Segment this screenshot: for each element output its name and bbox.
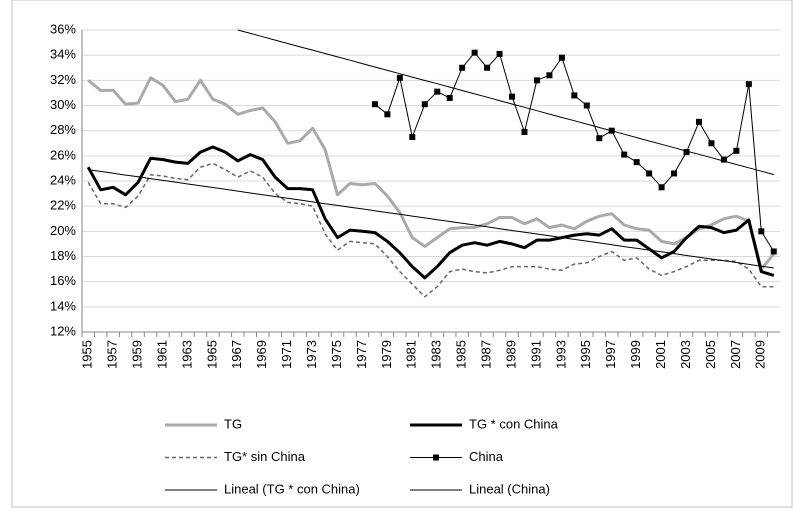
series-line	[87, 76, 775, 271]
point-marker	[533, 77, 540, 84]
legend-label: TG* sin China	[224, 449, 306, 464]
x-tick-label: 1957	[105, 340, 120, 369]
series-line	[237, 29, 774, 176]
point-marker	[471, 49, 478, 56]
point-marker	[446, 94, 453, 101]
point-marker	[496, 50, 503, 57]
y-tick-label: 30%	[50, 97, 76, 112]
chart-frame	[11, 0, 793, 508]
x-tick-label: 1997	[603, 340, 618, 369]
point-marker	[583, 102, 590, 109]
x-tick-label: 1961	[154, 340, 169, 369]
x-tick-label: 1973	[304, 340, 319, 369]
x-tick-label: 1979	[379, 340, 394, 369]
x-tick-label: 1991	[528, 340, 543, 369]
x-tick-label: 1955	[80, 340, 95, 369]
y-tick-label: 36%	[50, 21, 76, 36]
point-marker	[733, 147, 740, 154]
y-tick-label: 34%	[50, 47, 76, 62]
series-line	[374, 52, 775, 252]
y-tick-label: 18%	[50, 248, 76, 263]
legend-label: TG	[224, 416, 242, 431]
x-tick-label: 1971	[279, 340, 294, 369]
x-tick-label: 1987	[479, 340, 494, 369]
point-marker	[646, 170, 653, 177]
x-tick-label: 1993	[553, 340, 568, 369]
x-tick-label: 1999	[628, 340, 643, 369]
x-tick-label: 1985	[454, 340, 469, 369]
point-marker	[695, 118, 702, 125]
point-marker	[459, 64, 466, 71]
point-marker	[558, 54, 565, 61]
point-marker	[683, 149, 690, 156]
point-marker	[384, 111, 391, 118]
x-tick-label: 1975	[329, 340, 344, 369]
point-marker	[571, 92, 578, 99]
y-tick-label: 20%	[50, 223, 76, 238]
legend-label: Lineal (China)	[469, 481, 550, 496]
point-marker	[409, 133, 416, 140]
x-tick-label: 1959	[130, 340, 145, 369]
x-tick-label: 1963	[179, 340, 194, 369]
point-marker	[658, 184, 665, 191]
point-marker	[396, 74, 403, 81]
point-marker	[371, 101, 378, 108]
point-marker	[509, 93, 516, 100]
point-marker	[421, 101, 428, 108]
point-marker	[745, 81, 752, 88]
y-tick-label: 16%	[50, 273, 76, 288]
x-tick-label: 2009	[753, 340, 768, 369]
point-marker	[596, 135, 603, 142]
point-marker	[720, 156, 727, 163]
point-marker	[708, 140, 715, 147]
legend-label: China	[469, 449, 504, 464]
y-tick-label: 14%	[50, 298, 76, 313]
legend-marker	[433, 454, 439, 461]
x-tick-label: 1967	[229, 340, 244, 369]
x-tick-label: 1995	[578, 340, 593, 369]
point-marker	[521, 128, 528, 135]
x-tick-label: 1981	[404, 340, 419, 369]
legend-label: TG * con China	[469, 416, 559, 431]
y-tick-label: 28%	[50, 122, 76, 137]
point-marker	[671, 170, 678, 177]
x-tick-label: 2007	[728, 340, 743, 369]
y-tick-label: 32%	[50, 72, 76, 87]
x-tick-label: 1965	[204, 340, 219, 369]
series-line	[87, 162, 774, 298]
point-marker	[633, 159, 640, 166]
y-tick-label: 24%	[50, 172, 76, 187]
point-marker	[484, 64, 491, 71]
x-tick-label: 1969	[254, 340, 269, 369]
point-marker	[621, 151, 628, 158]
point-marker	[770, 248, 777, 255]
legend-label: Lineal (TG * con China)	[224, 481, 360, 496]
point-marker	[546, 72, 553, 79]
y-tick-label: 12%	[50, 323, 76, 338]
x-tick-label: 1989	[503, 340, 518, 369]
point-marker	[758, 228, 765, 235]
x-tick-label: 1983	[429, 340, 444, 369]
x-tick-label: 1977	[354, 340, 369, 369]
x-tick-label: 2003	[678, 340, 693, 369]
point-marker	[434, 88, 441, 95]
x-tick-label: 2001	[653, 340, 668, 369]
series-line	[86, 145, 775, 280]
y-tick-label: 26%	[50, 147, 76, 162]
y-tick-label: 22%	[50, 198, 76, 213]
series-line	[88, 169, 774, 269]
x-tick-label: 2005	[703, 340, 718, 369]
